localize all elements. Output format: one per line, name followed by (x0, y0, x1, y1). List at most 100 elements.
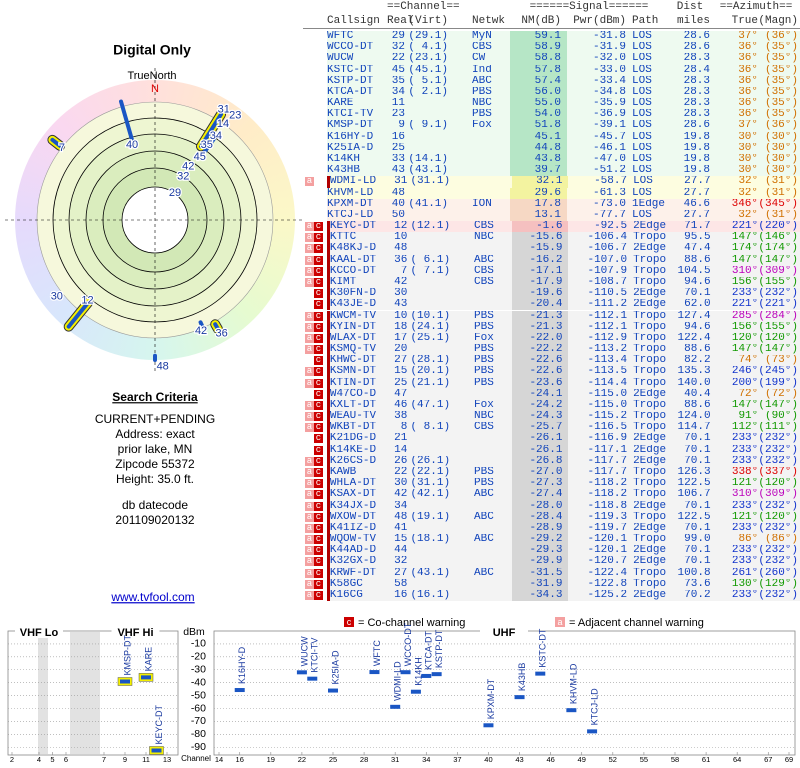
cell: (10.1) (407, 310, 451, 322)
cell: Tropo (631, 366, 669, 378)
callsign[interactable]: KWCM-TV (329, 310, 390, 322)
callsign[interactable]: KSTP-DT (327, 75, 387, 87)
cell: -119.7 (568, 522, 632, 535)
station-marker (296, 670, 307, 675)
cell: 28.3 (668, 75, 712, 87)
cell: -33.4 (567, 75, 630, 87)
site-link[interactable]: www.tvfool.com (110, 590, 194, 604)
callsign[interactable]: WUCW (327, 53, 387, 65)
callsign[interactable]: KSMQ-TV (329, 344, 390, 356)
callsign[interactable]: KSAX-DT (329, 489, 390, 501)
station-row: a c KSMN-DT 15 (20.1) PBS -22.6 -113.5 Tropo 135.… (303, 366, 800, 378)
callsign[interactable]: K21DG-D (329, 433, 390, 445)
signal-bar (119, 99, 136, 146)
callsign[interactable]: KAWB (329, 467, 390, 479)
callsign[interactable]: K26CS-D (329, 455, 390, 467)
callsign[interactable]: KEYC-DT (329, 221, 390, 233)
callsign[interactable]: K16HY-D (327, 131, 387, 143)
callsign[interactable]: KSMN-DT (329, 366, 390, 378)
signal-bar (198, 320, 205, 330)
cell: -39.1 (567, 120, 630, 132)
warning-flags: c (303, 433, 330, 445)
cell: -29.2 (511, 534, 569, 546)
warning-flags (303, 210, 327, 221)
callsign[interactable]: KARE (327, 98, 387, 110)
cell: (245°) (758, 366, 800, 378)
station-row: c K43JE-D 43 -20.4 -111.2 2Edge 62.0 221° (221°) (303, 299, 800, 311)
warning-flags (303, 87, 327, 98)
x-tick-label: 69 (785, 755, 793, 764)
warning-flag: c (314, 310, 323, 321)
callsign[interactable]: KTCA-DT (327, 86, 387, 99)
callsign[interactable]: K16CG (329, 590, 390, 602)
warning-flag: a (305, 366, 314, 377)
callsign[interactable]: K58GC (329, 578, 390, 590)
x-tick-label: 67 (764, 755, 772, 764)
cell: NBC (450, 232, 512, 244)
cell: 47.4 (668, 243, 713, 255)
callsign[interactable]: WXOW-DT (329, 511, 390, 523)
callsign[interactable]: K41IZ-D (329, 522, 390, 535)
reserved-band (70, 632, 100, 754)
cell: -112.9 (568, 332, 632, 345)
callsign[interactable]: WKBT-DT (329, 422, 390, 434)
warning-flag: a (305, 522, 314, 533)
callsign[interactable]: KYIN-DT (329, 321, 390, 333)
callsign[interactable]: K30FN-D (329, 288, 390, 300)
channel-label: 35 (201, 139, 213, 151)
callsign[interactable]: K32GX-D (329, 556, 390, 568)
callsign[interactable]: K14KH (327, 153, 387, 166)
cell: CW (448, 53, 510, 65)
cell (407, 299, 451, 311)
callsign[interactable]: KRWF-DT (329, 567, 390, 579)
callsign[interactable]: KTCI-TV (327, 109, 387, 121)
channel-label: 32 (177, 170, 189, 182)
cell: -22.6 (511, 355, 569, 367)
callsign[interactable]: KHWC-DT (329, 355, 390, 367)
callsign[interactable]: KMSP-DT (327, 120, 387, 132)
callsign[interactable]: KXLT-DT (329, 399, 390, 412)
callsign[interactable]: K34JX-D (329, 500, 390, 512)
callsign[interactable]: KPXM-DT (327, 198, 387, 210)
callsign[interactable]: K43HB (327, 165, 387, 177)
callsign[interactable]: KAAL-DT (329, 254, 390, 266)
callsign[interactable]: W47CO-D (329, 388, 390, 400)
callsign[interactable]: KHVM-LD (327, 187, 387, 199)
channel-label: 42 (182, 160, 194, 172)
cell: -34.3 (511, 590, 569, 602)
callsign[interactable]: KTTC (329, 232, 390, 244)
cell: -22.6 (511, 366, 569, 378)
callsign[interactable]: WFTC (327, 31, 387, 43)
cell: 2Edge (631, 288, 669, 300)
callsign[interactable]: KTIN-DT (329, 377, 390, 389)
callsign[interactable]: WHLA-DT (329, 478, 390, 490)
cell: 147° (712, 344, 759, 356)
callsign[interactable]: K48KJ-D (329, 243, 390, 255)
callsign[interactable]: K43JE-D (329, 299, 390, 311)
cell: (43.1) (407, 567, 451, 579)
callsign[interactable]: KSTC-DT (327, 64, 387, 76)
cell: (36°) (758, 31, 800, 43)
station-row: c K14KE-D 14 -26.1 -117.1 2Edge 70.1 233° (232°) (303, 444, 800, 456)
callsign[interactable]: K14KE-D (329, 444, 390, 456)
callsign[interactable]: KIMT (329, 276, 390, 289)
callsign[interactable]: K44AD-D (329, 545, 390, 557)
cell: 62.0 (668, 299, 713, 311)
station-row: a c WLAX-DT 17 (25.1) Fox -22.0 -112.9 Tropo 122.… (303, 332, 800, 345)
callsign[interactable]: K25IA-D (327, 142, 387, 154)
callsign[interactable]: WLAX-DT (329, 332, 390, 345)
station-row: a c KWCM-TV 10 (10.1) PBS -21.3 -112.1 Tropo 127.… (303, 310, 800, 322)
callsign[interactable]: WCCO-DT (327, 42, 387, 54)
callsign[interactable]: WDMI-LD (329, 176, 390, 188)
callsign[interactable]: KTCJ-LD (327, 209, 387, 222)
cell: (26.1) (407, 455, 451, 467)
station-row: K25IA-D 25 44.8 -46.1 LOS 19.8 30° (30°) (303, 142, 800, 154)
callsign[interactable]: WEAU-TV (329, 411, 390, 423)
cell: 70.1 (668, 433, 713, 445)
callsign[interactable]: KCCO-DT (329, 265, 390, 277)
channel-label: 34 (210, 130, 222, 142)
callsign[interactable]: WQOW-TV (329, 534, 390, 546)
section-label-bg (480, 626, 528, 638)
